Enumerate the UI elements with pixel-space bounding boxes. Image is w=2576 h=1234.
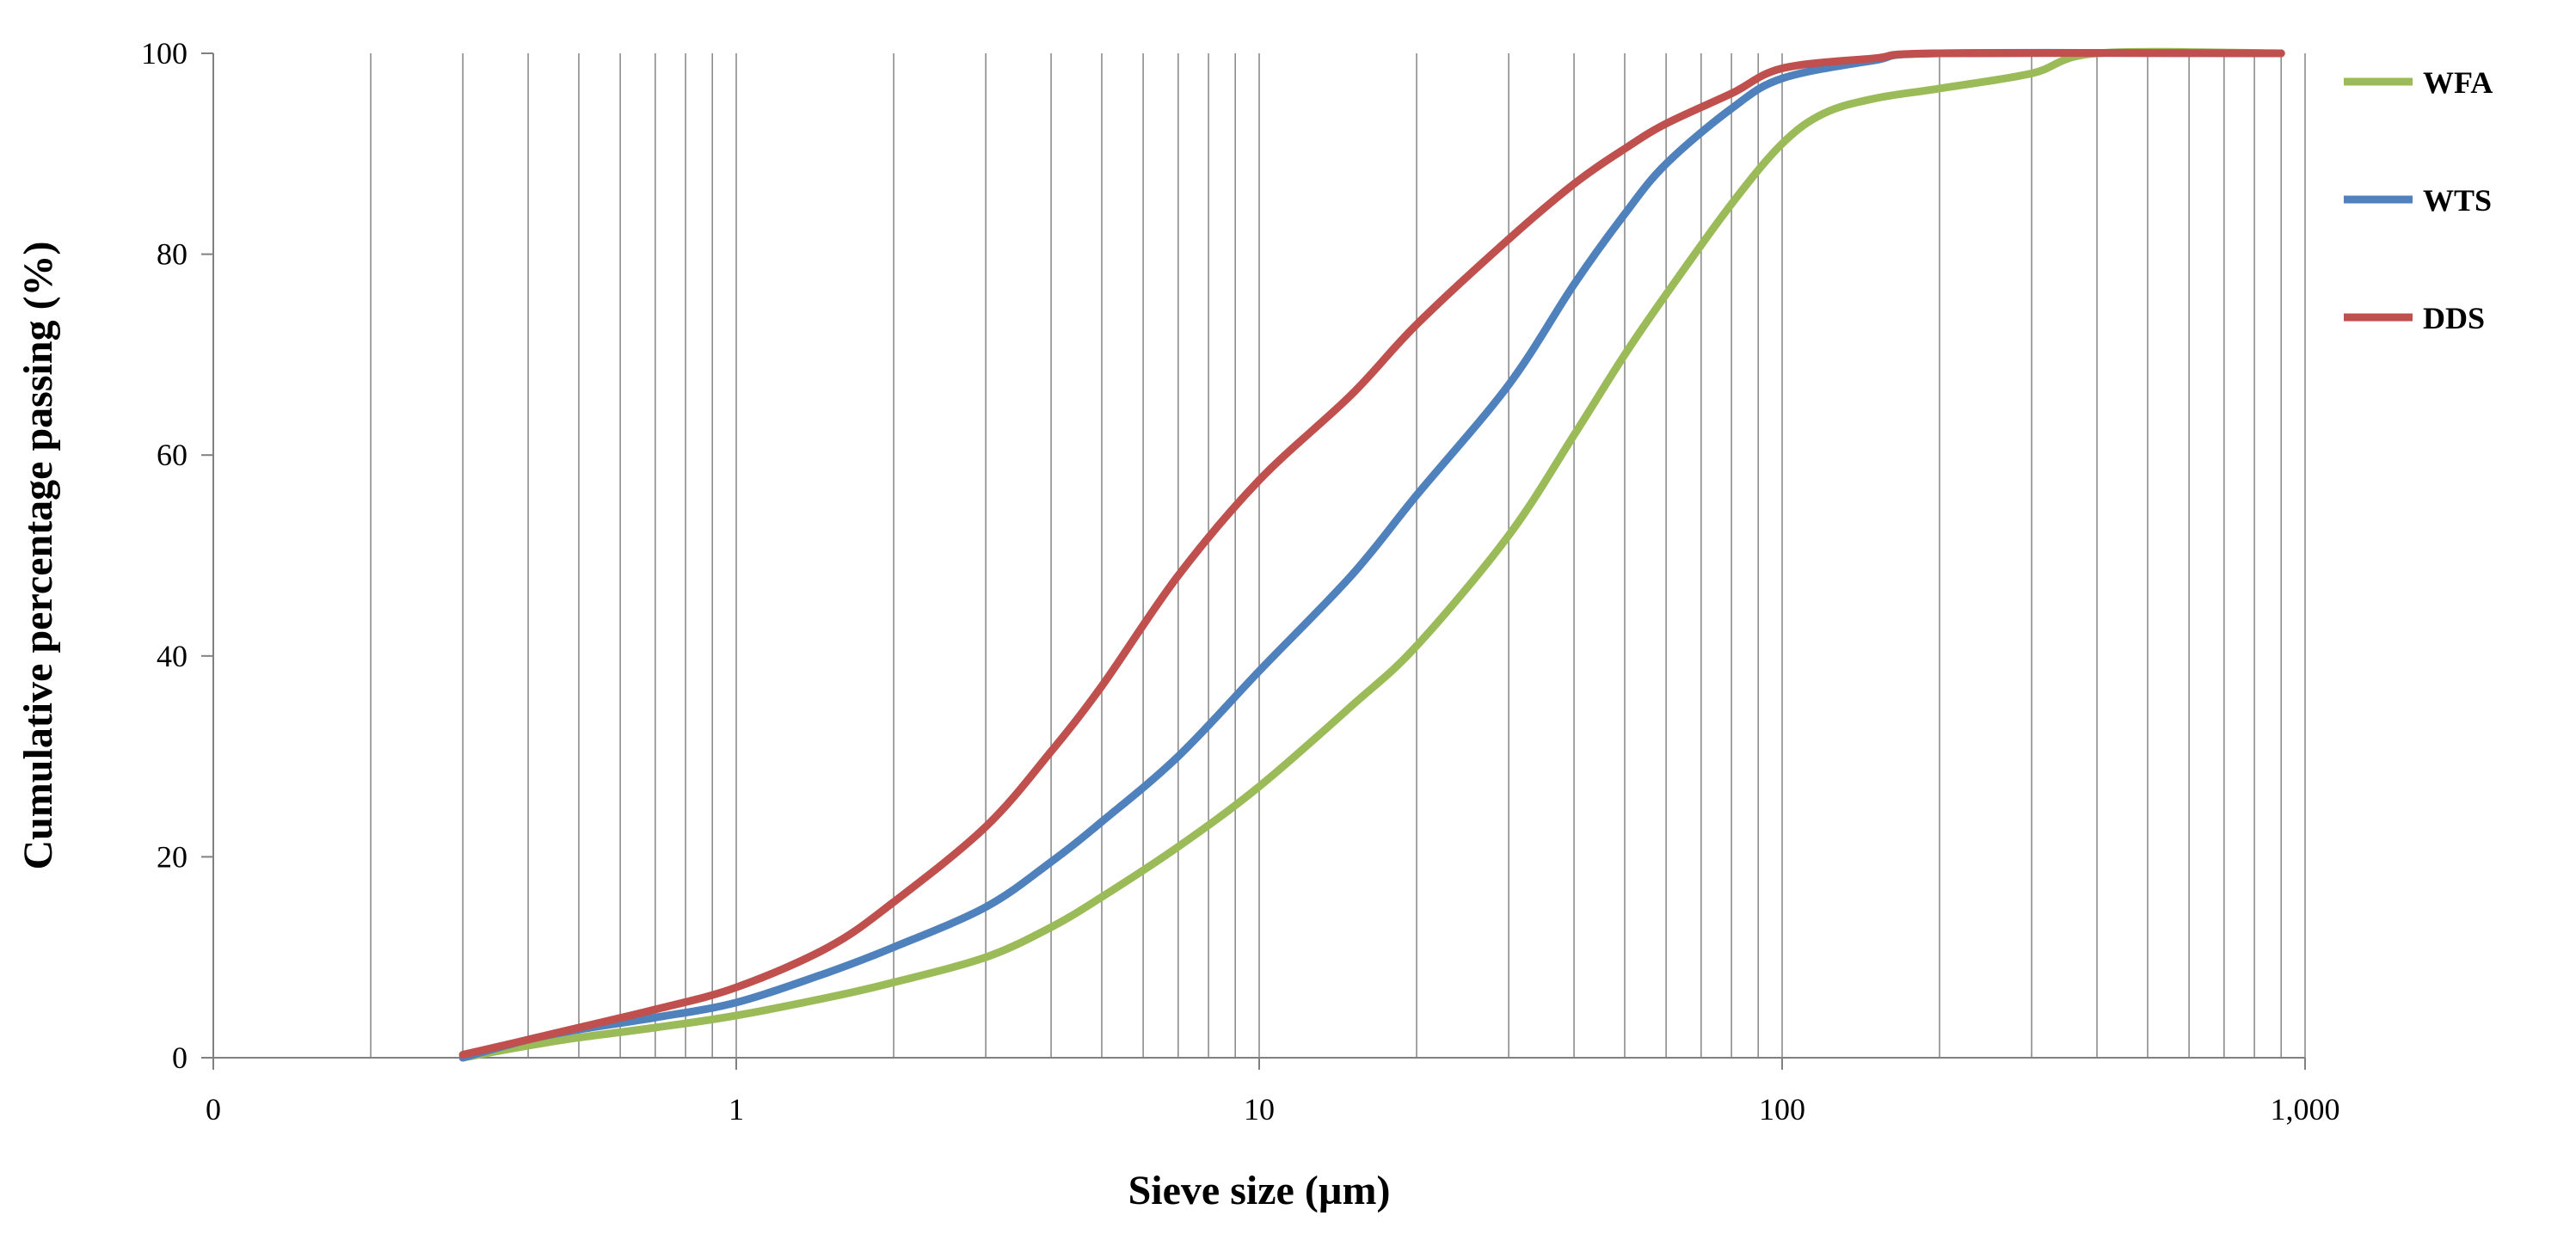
series-line-wfa: [458, 47, 2285, 1062]
y-tick-label: 20: [157, 839, 188, 874]
y-tick-label: 0: [172, 1041, 188, 1075]
y-axis-title: Cumulative percentage passing (%): [15, 241, 61, 869]
x-tick-label: 0: [206, 1092, 221, 1127]
series-line-dds: [458, 49, 2285, 1059]
x-tick-label: 100: [1759, 1092, 1805, 1127]
x-tick-label: 1: [729, 1092, 744, 1127]
legend-label-wts: WTS: [2423, 183, 2492, 218]
grid-lines: [370, 53, 2306, 1058]
x-axis-title: Sieve size (µm): [1128, 1168, 1391, 1213]
series-line-wts: [458, 48, 2285, 1062]
y-tick-label: 40: [157, 639, 188, 673]
axes: [201, 52, 2306, 1070]
x-tick-label: 1,000: [2271, 1092, 2340, 1127]
y-tick-label: 80: [157, 237, 188, 272]
y-tick-label: 60: [157, 438, 188, 472]
legend-label-dds: DDS: [2423, 301, 2485, 335]
x-tick-label: 10: [1244, 1092, 1275, 1127]
tick-labels: 0 20 40 60 80 100 0 1 10 100 1,000: [141, 36, 2340, 1127]
legend-label-wfa: WFA: [2423, 65, 2493, 100]
axis-titles: Sieve size (µm) Cumulative percentage pa…: [15, 241, 1390, 1213]
series-lines: [458, 47, 2285, 1062]
legend: WFA WTS DDS: [2344, 65, 2493, 335]
y-tick-label: 100: [141, 36, 188, 71]
